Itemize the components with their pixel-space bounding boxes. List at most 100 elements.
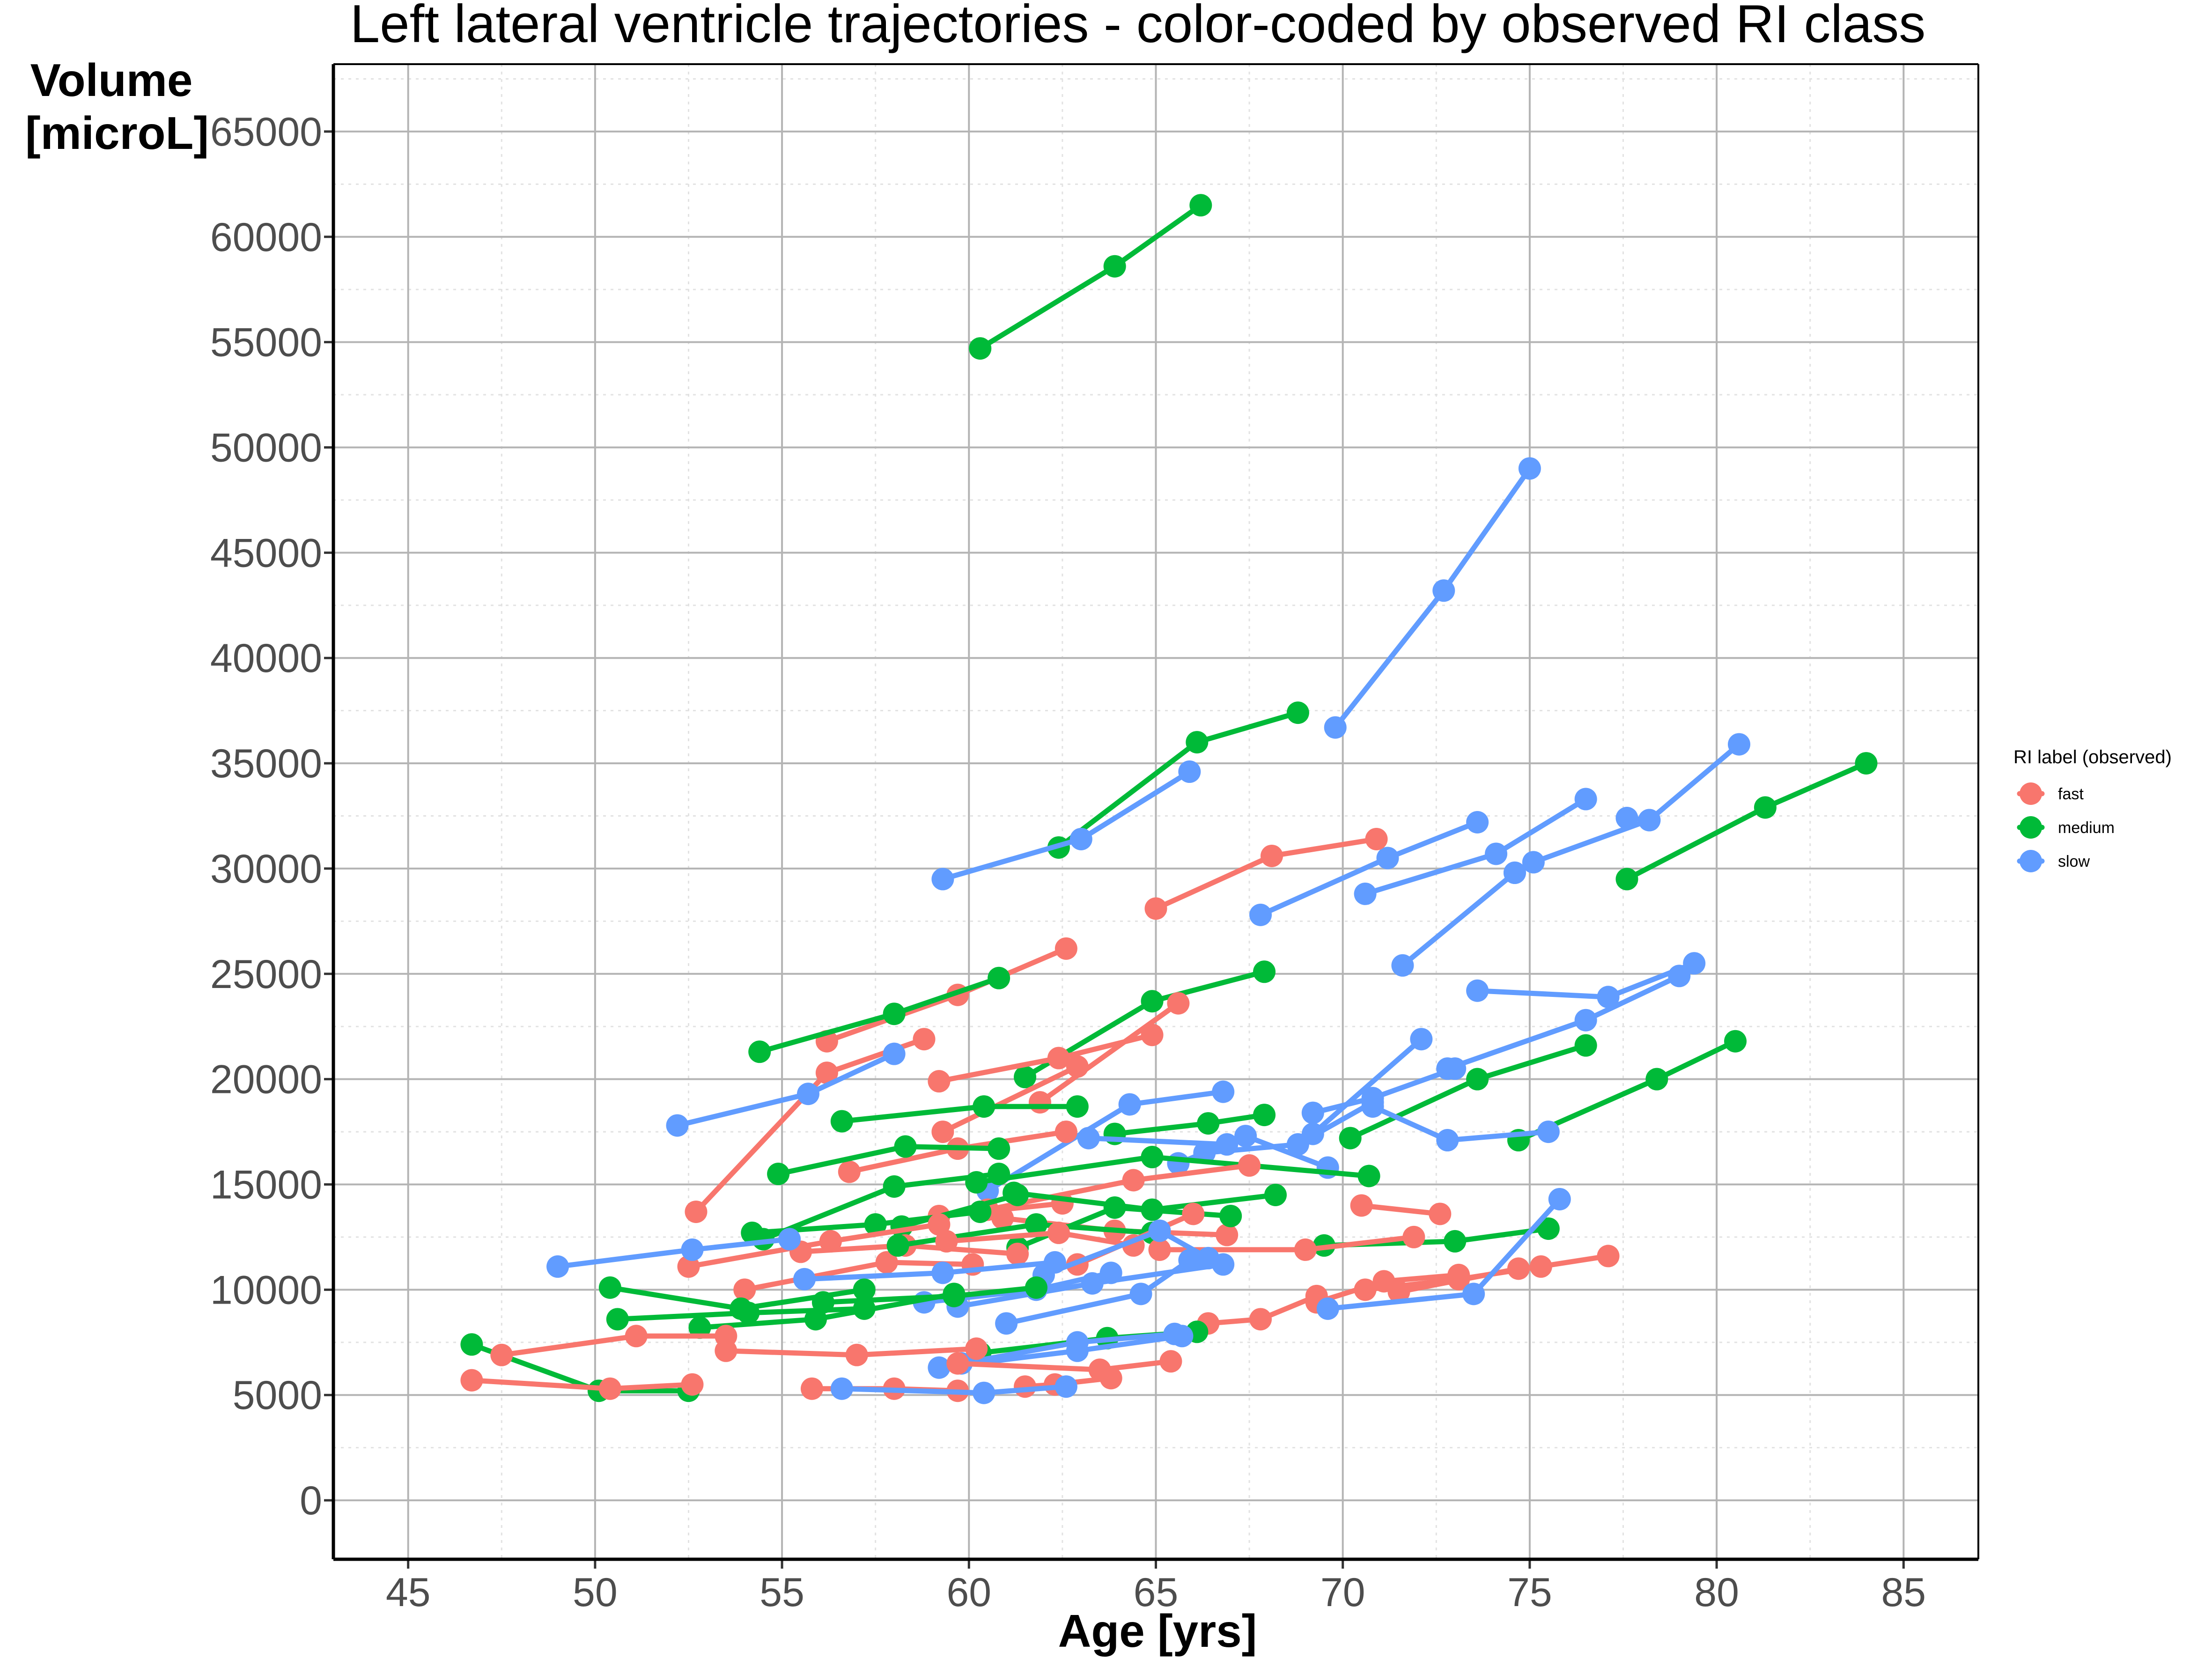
data-point: [741, 1221, 764, 1244]
data-point: [928, 1356, 951, 1379]
data-point: [1099, 1367, 1122, 1390]
data-point: [1436, 1129, 1459, 1152]
data-point: [883, 1175, 906, 1198]
series-fast-74: [715, 1337, 988, 1366]
data-point: [1316, 1297, 1339, 1320]
data-point: [1261, 844, 1283, 867]
data-point: [685, 1200, 708, 1223]
data-point: [1429, 1202, 1452, 1225]
data-point: [1148, 1219, 1171, 1242]
data-point: [737, 1301, 760, 1324]
y-tick-label: 0: [300, 1478, 322, 1523]
x-tick-label: 80: [1694, 1570, 1739, 1615]
series-line: [1400, 870, 1518, 968]
data-point: [1054, 937, 1077, 960]
data-point: [1028, 1091, 1051, 1114]
series-fast-9: [1144, 827, 1388, 920]
data-point: [1365, 827, 1388, 850]
data-point: [1212, 1253, 1235, 1276]
series-slow-16: [666, 1042, 906, 1137]
data-point: [973, 1095, 995, 1118]
data-point: [988, 966, 1010, 989]
series-medium-14: [748, 966, 1010, 1063]
data-point: [838, 1160, 861, 1183]
series-layer: [460, 194, 1878, 1404]
series-slow-31: [1077, 1127, 1239, 1156]
data-point: [1724, 1030, 1747, 1053]
data-point: [853, 1278, 876, 1301]
data-point: [943, 1284, 966, 1307]
data-point: [1668, 965, 1691, 988]
data-point: [928, 1070, 951, 1093]
data-point: [928, 1213, 951, 1236]
data-point: [815, 1062, 838, 1084]
data-point: [1485, 842, 1508, 865]
series-medium-35: [965, 1146, 1380, 1194]
data-point: [1047, 1221, 1070, 1244]
data-point: [1645, 1068, 1668, 1091]
data-point: [1103, 255, 1126, 278]
data-point: [991, 1207, 1014, 1230]
data-point: [1118, 1093, 1141, 1116]
data-point: [1402, 1225, 1425, 1248]
y-tick-label: 55000: [210, 320, 322, 365]
series-slow-6: [1354, 788, 1597, 905]
data-point: [1754, 796, 1777, 819]
series-slow-67: [1316, 1187, 1571, 1320]
data-point: [1178, 760, 1201, 783]
series-slow-11: [1466, 952, 1706, 1009]
y-tick-label: 35000: [210, 741, 322, 786]
series-slow-55: [995, 1249, 1201, 1335]
series-slow-70: [928, 1325, 1194, 1379]
data-point: [677, 1255, 700, 1278]
series-line: [940, 1064, 1080, 1135]
series-line: [899, 1192, 1020, 1229]
data-point: [830, 1377, 853, 1400]
data-point: [733, 1278, 756, 1301]
data-point: [1006, 1242, 1029, 1265]
data-point: [1638, 809, 1661, 832]
data-point: [1444, 1057, 1467, 1080]
series-line: [828, 1222, 942, 1244]
data-point: [1054, 1121, 1077, 1143]
data-point: [1066, 1055, 1089, 1078]
y-tick-label: 45000: [210, 531, 322, 575]
x-tick-label: 70: [1320, 1570, 1365, 1615]
series-line: [686, 1239, 833, 1269]
series-fast-20: [931, 1055, 1089, 1143]
data-point: [1159, 1350, 1182, 1373]
data-point: [1216, 1133, 1239, 1156]
data-point: [1683, 952, 1706, 975]
legend-label: medium: [2058, 819, 2115, 837]
data-point: [1324, 716, 1347, 739]
data-point: [1301, 1101, 1324, 1124]
legend-item-medium: medium: [2017, 816, 2115, 839]
data-point: [946, 1352, 969, 1375]
data-point: [546, 1255, 569, 1278]
data-point: [973, 1381, 995, 1404]
data-point: [935, 1230, 958, 1253]
x-tick-label: 85: [1881, 1570, 1926, 1615]
series-slow-53: [546, 1228, 801, 1278]
data-point: [1186, 731, 1209, 754]
data-point: [1144, 897, 1167, 920]
data-point: [1339, 1127, 1362, 1150]
data-point: [598, 1276, 621, 1299]
data-point: [598, 1377, 621, 1400]
series-line: [1037, 1001, 1181, 1105]
data-point: [1122, 1169, 1145, 1192]
legend: RI label (observed) fast medium slow: [2013, 747, 2172, 872]
series-line: [1086, 1135, 1230, 1147]
data-point: [1253, 960, 1276, 983]
data-point: [1548, 1187, 1571, 1210]
data-point: [490, 1343, 513, 1366]
data-point: [1574, 1009, 1597, 1032]
data-point: [1522, 851, 1545, 874]
data-point: [1466, 1068, 1489, 1091]
data-point: [1597, 1245, 1620, 1268]
series-fast-45: [677, 1230, 842, 1278]
data-point: [778, 1228, 801, 1251]
data-point: [688, 1316, 711, 1339]
data-point: [845, 1343, 868, 1366]
